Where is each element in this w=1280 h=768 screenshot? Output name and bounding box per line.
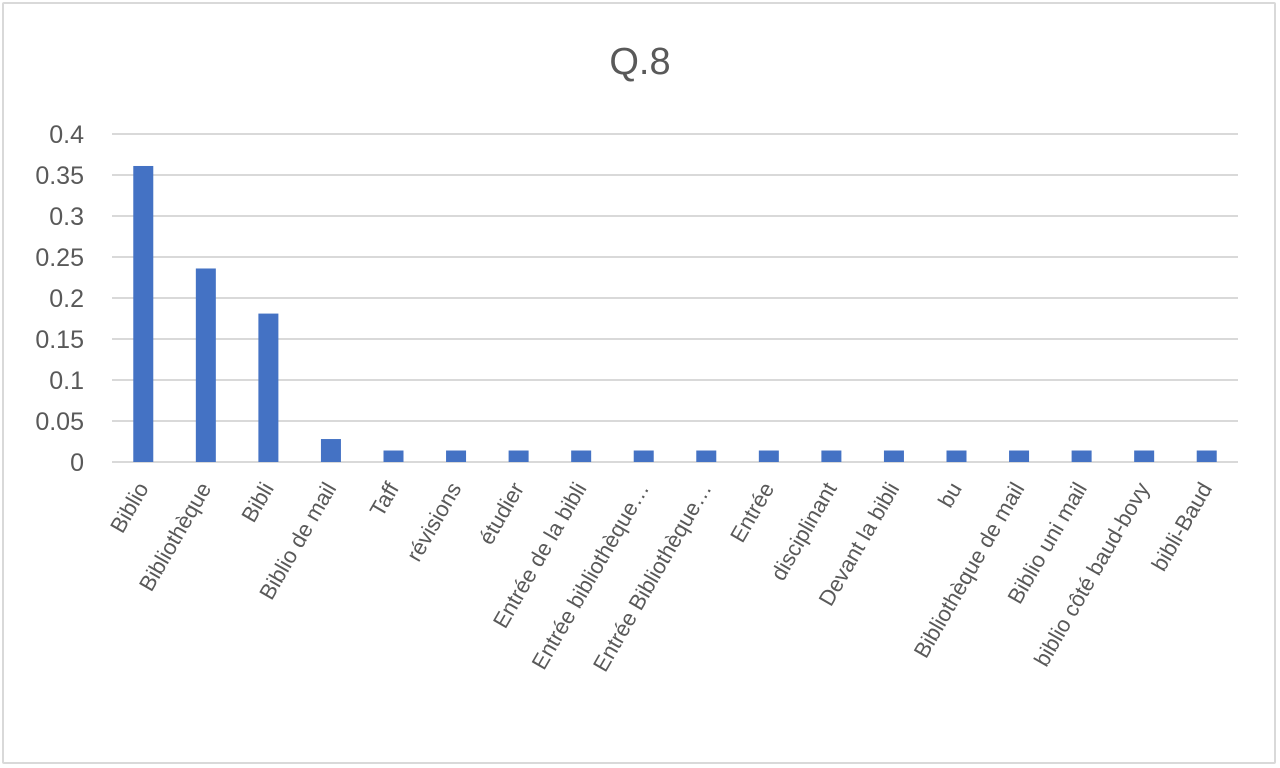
x-tick-label: Entrée Bibliothèque… — [588, 478, 717, 676]
y-tick-label: 0.4 — [49, 121, 84, 149]
bars — [133, 165, 1217, 463]
x-tick-label: Biblio — [105, 478, 154, 537]
x-tick-label: Bibli — [236, 478, 278, 527]
bar — [883, 450, 904, 462]
x-tick-label: Bibliothèque de mail — [909, 478, 1030, 662]
bar — [1196, 450, 1217, 462]
chart-title: Q.8 — [609, 41, 670, 83]
bar — [446, 450, 467, 462]
y-tick-label: 0.35 — [35, 162, 84, 190]
bar — [195, 268, 216, 462]
y-tick-label: 0.2 — [49, 285, 84, 313]
bar — [758, 450, 779, 462]
x-tick-label: révisions — [401, 478, 466, 566]
x-tick-label: Taff — [365, 477, 405, 521]
x-tick-label: Entrée — [725, 478, 779, 547]
bar — [1134, 450, 1155, 462]
bar — [821, 450, 842, 462]
y-tick-label: 0.25 — [35, 244, 84, 272]
y-tick-label: 0.3 — [49, 203, 84, 231]
y-tick-label: 0.15 — [35, 326, 84, 354]
x-tick-label: Entrée bibliothèque… — [527, 478, 654, 674]
x-tick-label: bibli-Baud — [1146, 478, 1217, 575]
bar — [571, 450, 592, 462]
bar — [633, 450, 654, 462]
bar — [320, 439, 341, 462]
bar — [946, 450, 967, 462]
x-tick-label: bu — [933, 478, 967, 512]
x-tick-label: étudier — [474, 478, 529, 549]
bar — [696, 450, 717, 462]
y-tick-label: 0.05 — [35, 408, 84, 436]
bar — [133, 165, 154, 463]
bar — [383, 450, 404, 462]
bar — [258, 313, 279, 462]
bar — [1071, 450, 1092, 462]
y-tick-label: 0.1 — [49, 367, 84, 395]
gridlines — [112, 133, 1238, 463]
bar — [1009, 450, 1030, 462]
y-tick-label: 0 — [70, 449, 84, 477]
y-axis-labels: 0 0.05 0.1 0.15 0.2 0.25 0.3 0.35 0.4 — [35, 121, 84, 477]
x-tick-label: biblio côté baud-bovy — [1029, 478, 1155, 671]
bar — [508, 450, 529, 462]
